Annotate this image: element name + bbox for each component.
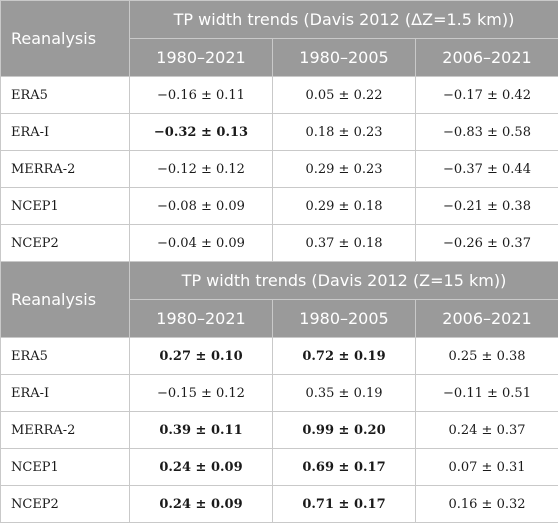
- trend-value: −0.83 ± 0.58: [414, 113, 558, 151]
- trend-value: −0.04 ± 0.09: [129, 224, 273, 262]
- trend-value: −0.12 ± 0.12: [129, 150, 273, 188]
- table-row: NCEP2 −0.04 ± 0.09 0.37 ± 0.18 −0.26 ± 0…: [0, 224, 558, 262]
- trend-value: 0.24 ± 0.37: [414, 411, 558, 449]
- reanalysis-name: ERA-I: [0, 374, 130, 412]
- period-header: 2006–2021: [414, 299, 558, 338]
- trend-value: 0.24 ± 0.09: [129, 448, 273, 486]
- trend-value: 0.35 ± 0.19: [272, 374, 416, 412]
- trend-value: 0.99 ± 0.20: [272, 411, 416, 449]
- table-row: ERA5 −0.16 ± 0.11 0.05 ± 0.22 −0.17 ± 0.…: [0, 76, 558, 114]
- trend-value: −0.37 ± 0.44: [414, 150, 558, 188]
- table-row: MERRA-2 0.39 ± 0.11 0.99 ± 0.20 0.24 ± 0…: [0, 411, 558, 449]
- period-header: 1980–2021: [129, 299, 273, 338]
- section-2-period-header: 1980–2021 1980–2005 2006–2021: [1, 299, 558, 338]
- table-row: NCEP2 0.24 ± 0.09 0.71 ± 0.17 0.16 ± 0.3…: [0, 485, 558, 523]
- table-row: ERA5 0.27 ± 0.10 0.72 ± 0.19 0.25 ± 0.38: [0, 337, 558, 375]
- trend-value: 0.72 ± 0.19: [272, 337, 416, 375]
- trend-value: 0.16 ± 0.32: [414, 485, 558, 523]
- table-row: MERRA-2 −0.12 ± 0.12 0.29 ± 0.23 −0.37 ±…: [0, 150, 558, 188]
- group-title: TP width trends (Davis 2012 (ΔZ=1.5 km)): [128, 0, 558, 39]
- group-title: TP width trends (Davis 2012 (Z=15 km)): [128, 261, 558, 300]
- trend-value: 0.05 ± 0.22: [272, 76, 416, 114]
- trend-value: −0.32 ± 0.13: [129, 113, 273, 151]
- trend-value: −0.15 ± 0.12: [129, 374, 273, 412]
- reanalysis-name: ERA5: [0, 76, 130, 114]
- trend-value: 0.24 ± 0.09: [129, 485, 273, 523]
- reanalysis-name: NCEP1: [0, 187, 130, 225]
- reanalysis-name: MERRA-2: [0, 150, 130, 188]
- trend-value: 0.69 ± 0.17: [272, 448, 416, 486]
- reanalysis-name: ERA-I: [0, 113, 130, 151]
- table-row: ERA-I −0.15 ± 0.12 0.35 ± 0.19 −0.11 ± 0…: [0, 374, 558, 412]
- trend-value: 0.71 ± 0.17: [272, 485, 416, 523]
- reanalysis-name: NCEP1: [0, 448, 130, 486]
- trend-value: 0.27 ± 0.10: [129, 337, 273, 375]
- reanalysis-column-header: Reanalysis: [0, 261, 130, 338]
- trend-value: 0.29 ± 0.18: [272, 187, 416, 225]
- table-row: ERA-I −0.32 ± 0.13 0.18 ± 0.23 −0.83 ± 0…: [0, 113, 558, 151]
- period-header: 1980–2021: [129, 38, 273, 77]
- table-row: NCEP1 −0.08 ± 0.09 0.29 ± 0.18 −0.21 ± 0…: [0, 187, 558, 225]
- trend-value: −0.21 ± 0.38: [414, 187, 558, 225]
- reanalysis-name: NCEP2: [0, 485, 130, 523]
- section-1-period-header: 1980–2021 1980–2005 2006–2021: [1, 38, 558, 77]
- trend-value: −0.26 ± 0.37: [414, 224, 558, 262]
- section-1-header: Reanalysis TP width trends (Davis 2012 (…: [0, 0, 558, 77]
- trend-value: −0.17 ± 0.42: [414, 76, 558, 114]
- reanalysis-column-header: Reanalysis: [0, 0, 130, 77]
- trend-value: 0.29 ± 0.23: [272, 150, 416, 188]
- period-header: 1980–2005: [272, 38, 416, 77]
- reanalysis-name: ERA5: [0, 337, 130, 375]
- trend-value: −0.11 ± 0.51: [414, 374, 558, 412]
- trend-value: 0.37 ± 0.18: [272, 224, 416, 262]
- table-row: NCEP1 0.24 ± 0.09 0.69 ± 0.17 0.07 ± 0.3…: [0, 448, 558, 486]
- trend-value: 0.18 ± 0.23: [272, 113, 416, 151]
- trend-value: 0.07 ± 0.31: [414, 448, 558, 486]
- trend-value: 0.25 ± 0.38: [414, 337, 558, 375]
- section-2-header: Reanalysis TP width trends (Davis 2012 (…: [0, 261, 558, 338]
- trend-value: 0.39 ± 0.11: [129, 411, 273, 449]
- reanalysis-name: MERRA-2: [0, 411, 130, 449]
- period-header: 1980–2005: [272, 299, 416, 338]
- trend-value: −0.16 ± 0.11: [129, 76, 273, 114]
- reanalysis-name: NCEP2: [0, 224, 130, 262]
- period-header: 2006–2021: [414, 38, 558, 77]
- trend-value: −0.08 ± 0.09: [129, 187, 273, 225]
